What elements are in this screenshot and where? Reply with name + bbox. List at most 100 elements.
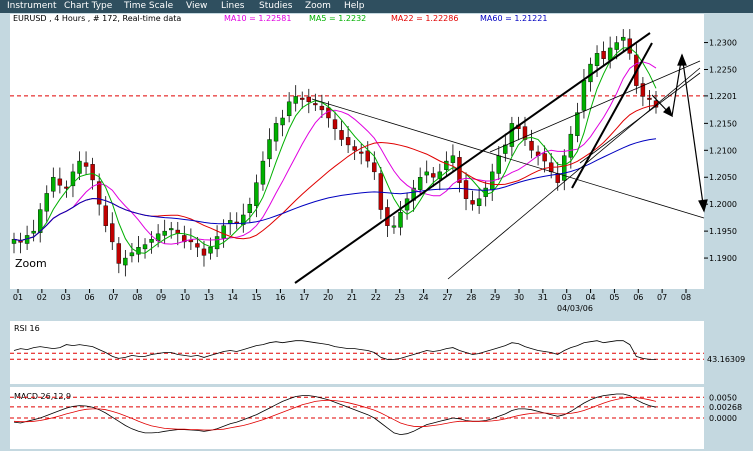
candle: [51, 167, 56, 198]
menu-instrument[interactable]: Instrument: [7, 1, 57, 11]
candle: [306, 88, 311, 114]
time-tick-label: 02: [37, 293, 47, 302]
candle: [476, 187, 482, 214]
time-tick-label: 10: [180, 293, 190, 302]
macd-tick-label: 0.00268: [709, 403, 742, 412]
projection-arrows: [651, 53, 708, 213]
candle: [70, 163, 76, 198]
candle: [123, 249, 128, 277]
candle: [260, 151, 266, 191]
candle: [149, 231, 154, 254]
time-tick-label: 28: [466, 293, 476, 302]
candle: [378, 167, 384, 220]
candle: [352, 140, 357, 161]
price-tick-label: 1.2300: [709, 39, 737, 48]
arrow-down-2-head: [698, 199, 708, 213]
arrow-down-2: [681, 54, 705, 212]
candles: [11, 29, 659, 277]
candle: [247, 197, 253, 223]
time-tick-label: 24: [418, 293, 428, 302]
macd-line: [13, 393, 657, 436]
ma60-line: [13, 138, 657, 242]
candle: [254, 174, 259, 218]
trendline-channel-lower: [447, 67, 701, 280]
legend-ma60: MA60 = 1.21221: [480, 14, 547, 23]
candle: [319, 94, 325, 118]
price-tick-label: 1.2150: [709, 119, 737, 128]
candle: [96, 173, 102, 216]
time-tick-label: 03: [562, 293, 572, 302]
candle: [562, 149, 567, 191]
date-label: 04/03/06: [557, 304, 593, 313]
price-panel-bg: [10, 14, 704, 289]
macd-signal-line: [13, 396, 657, 431]
candle: [601, 41, 606, 66]
time-tick-label: 23: [395, 293, 405, 302]
time-tick-label: 29: [490, 293, 500, 302]
candle: [208, 237, 213, 260]
candle: [273, 116, 279, 151]
price-tick-label: 1.2050: [709, 173, 737, 182]
time-tick-label: 30: [514, 293, 524, 302]
candle: [286, 92, 292, 123]
candle: [345, 126, 351, 153]
ma5-line: [13, 47, 657, 254]
time-tick-label: 08: [681, 293, 691, 302]
candle: [594, 45, 600, 78]
time-tick-label: 06: [633, 293, 643, 302]
time-tick-label: 01: [13, 293, 23, 302]
menu-time-scale[interactable]: Time Scale: [124, 1, 174, 11]
time-tick-label: 13: [204, 293, 214, 302]
candle: [470, 190, 475, 211]
menu-bar: Instrument Chart Type Time Scale View Li…: [0, 0, 753, 13]
candle: [293, 85, 298, 112]
time-tick-label: 03: [61, 293, 71, 302]
arrow-down-1-head: [662, 105, 674, 118]
candle: [201, 240, 207, 267]
candle: [653, 91, 659, 114]
time-axis: 01 02 03 06 07 08 09 10 13 14 15 16 17 20 21 22 23 24 27 28…: [13, 289, 691, 302]
candle: [38, 203, 43, 243]
candle: [77, 151, 82, 180]
menu-lines[interactable]: Lines: [221, 1, 245, 11]
menu-studies[interactable]: Studies: [259, 1, 293, 11]
menu-help[interactable]: Help: [344, 1, 365, 11]
candle: [332, 111, 338, 141]
time-tick-label: 17: [299, 293, 309, 302]
time-tick-label: 06: [84, 293, 94, 302]
price-tick-label: 1.1900: [709, 254, 737, 263]
time-tick-label: 22: [371, 293, 381, 302]
rsi-panel: RSI 16 43.16309: [10, 321, 745, 384]
candle: [359, 143, 364, 165]
chart-area: EURUSD , 4 Hours , # 172, Real-time data…: [10, 14, 745, 449]
macd-tick-label: 0.0000: [709, 414, 737, 423]
legend-ma10: MA10 = 1.22581: [224, 14, 291, 23]
candle: [300, 91, 305, 109]
menu-chart-type[interactable]: Chart Type: [64, 1, 113, 11]
time-tick-label: 31: [538, 293, 548, 302]
time-tick-label: 05: [609, 293, 619, 302]
candle: [575, 102, 580, 143]
rsi-panel-bg: [10, 321, 704, 384]
candle: [57, 167, 63, 194]
candle: [640, 77, 646, 107]
candle: [398, 200, 403, 236]
menu-zoom[interactable]: Zoom: [305, 1, 331, 11]
candle: [116, 237, 122, 274]
candle: [31, 219, 36, 242]
candle: [339, 120, 344, 146]
macd-tick-label: 0.0050: [709, 393, 737, 402]
candle: [391, 216, 397, 234]
candle: [431, 167, 436, 187]
zoom-label[interactable]: Zoom: [15, 257, 47, 270]
menu-view[interactable]: View: [186, 1, 208, 11]
candle: [647, 89, 652, 111]
price-tick-label: 1.2100: [709, 146, 737, 155]
time-tick-label: 15: [251, 293, 261, 302]
candle: [280, 109, 285, 137]
macd-title: MACD 26,12,9: [14, 392, 71, 401]
candle: [83, 151, 89, 175]
legend-instrument: EURUSD , 4 Hours , # 172, Real-time data: [13, 14, 181, 23]
